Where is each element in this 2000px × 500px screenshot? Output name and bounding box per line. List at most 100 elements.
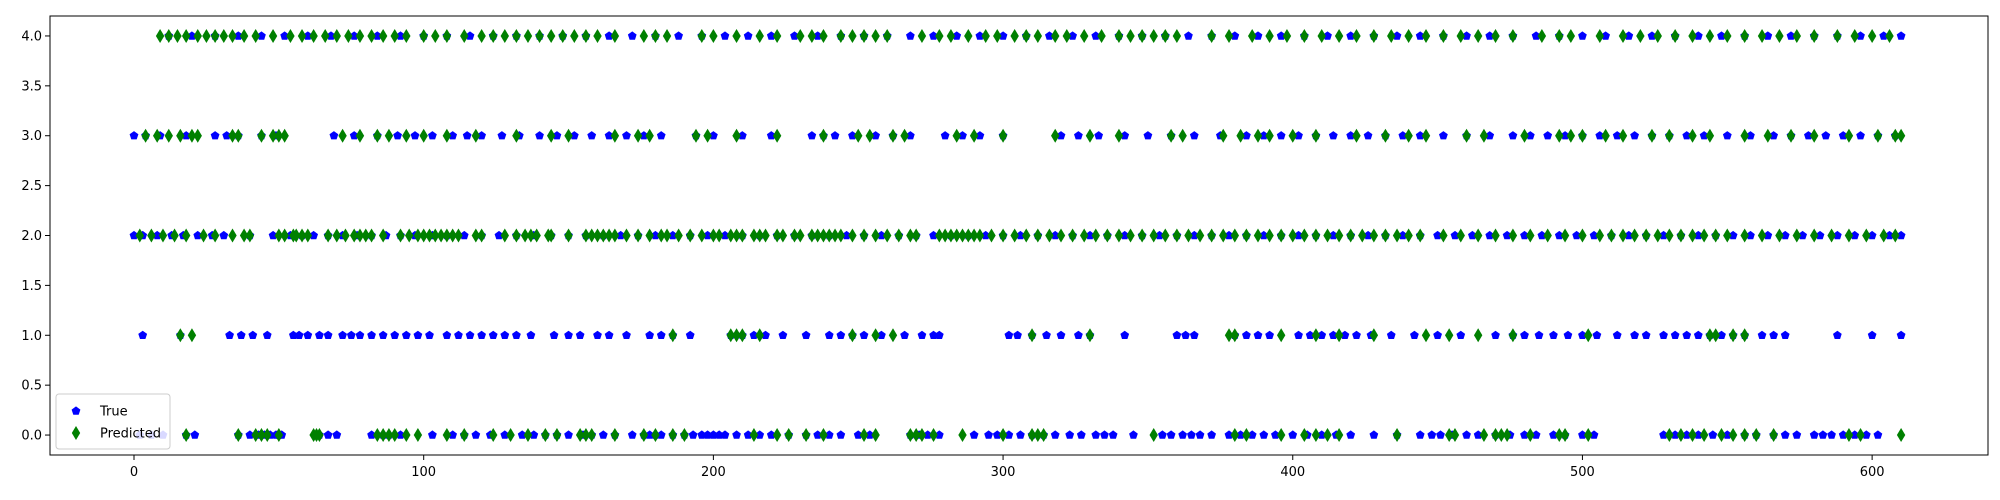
true-point <box>1392 31 1402 40</box>
true-point <box>935 430 944 439</box>
predicted-point <box>894 228 903 243</box>
predicted-point <box>1288 128 1297 143</box>
true-point <box>593 330 602 339</box>
true-point <box>688 430 698 439</box>
predicted-point <box>512 28 521 43</box>
predicted-point <box>882 228 892 243</box>
predicted-point <box>564 128 573 143</box>
true-point <box>1462 31 1471 40</box>
predicted-point <box>1473 328 1483 343</box>
true-point <box>616 230 626 240</box>
predicted-point <box>807 228 817 243</box>
predicted-point <box>1404 28 1413 43</box>
predicted-point <box>1114 128 1124 143</box>
predicted-point <box>419 28 428 43</box>
predicted-point <box>367 228 376 243</box>
true-point <box>958 131 967 140</box>
predicted-point <box>865 128 875 143</box>
predicted-point <box>987 228 996 243</box>
predicted-point <box>593 28 602 43</box>
predicted-point <box>1566 128 1576 143</box>
predicted-point <box>1740 128 1749 143</box>
true-point <box>1427 430 1437 439</box>
true-point <box>1189 330 1199 339</box>
true-point <box>1276 131 1286 140</box>
true-point <box>1520 230 1529 240</box>
predicted-point <box>714 228 724 243</box>
predicted-point <box>755 328 764 343</box>
predicted-point <box>338 128 347 143</box>
predicted-point <box>1247 28 1257 43</box>
true-point <box>929 230 938 240</box>
predicted-point <box>1172 228 1182 243</box>
true-point <box>813 31 822 40</box>
true-point <box>497 131 507 140</box>
predicted-point <box>1688 28 1697 43</box>
predicted-point <box>1317 28 1326 43</box>
predicted-point <box>1334 228 1344 243</box>
true-point <box>410 131 420 140</box>
predicted-point <box>1844 228 1854 243</box>
true-point <box>517 430 527 439</box>
predicted-point <box>952 128 961 143</box>
predicted-point <box>1543 228 1552 243</box>
predicted-point <box>378 28 388 43</box>
predicted-point <box>1636 28 1645 43</box>
true-point <box>1728 230 1738 240</box>
predicted-point <box>633 128 643 143</box>
predicted-point <box>1526 228 1535 243</box>
predicted-point <box>532 228 541 243</box>
x-tick-label: 100 <box>411 465 436 480</box>
true-point <box>1189 131 1199 140</box>
predicted-point <box>940 228 950 243</box>
true-point <box>1549 330 1558 339</box>
predicted-point <box>674 228 683 243</box>
true-point <box>685 330 695 339</box>
predicted-point <box>526 228 536 243</box>
predicted-point <box>917 428 927 443</box>
predicted-point <box>848 28 857 43</box>
true-point <box>1456 330 1466 339</box>
true-point <box>1659 230 1668 240</box>
true-point <box>1317 330 1327 339</box>
true-point <box>1065 430 1075 439</box>
true-point <box>1896 330 1906 339</box>
predicted-point <box>1022 228 1031 243</box>
predicted-point <box>1896 128 1906 143</box>
predicted-point <box>355 228 365 243</box>
predicted-point <box>489 428 498 443</box>
predicted-point <box>1068 228 1077 243</box>
predicted-point <box>1723 28 1732 43</box>
true-point <box>1294 230 1303 240</box>
true-point <box>1485 31 1495 40</box>
predicted-point <box>1809 28 1819 43</box>
true-point <box>929 330 938 339</box>
predicted-point <box>917 28 927 43</box>
predicted-point <box>570 28 579 43</box>
true-point <box>1253 330 1263 339</box>
predicted-point <box>173 28 182 43</box>
true-point <box>929 31 938 40</box>
true-point <box>1708 430 1718 439</box>
true-point <box>1433 230 1442 240</box>
true-point <box>1074 330 1083 339</box>
predicted-point <box>1300 428 1309 443</box>
predicted-point <box>906 428 915 443</box>
predicted-point <box>1114 28 1124 43</box>
predicted-point <box>1584 328 1593 343</box>
predicted-point <box>413 428 423 443</box>
true-point <box>346 330 356 339</box>
predicted-point <box>1792 28 1802 43</box>
true-point <box>471 430 481 439</box>
x-tick-label: 200 <box>701 465 726 480</box>
true-point <box>1780 230 1790 240</box>
true-point <box>766 131 776 140</box>
predicted-point <box>1114 228 1124 243</box>
predicted-point <box>1022 28 1031 43</box>
predicted-point <box>257 428 266 443</box>
true-point <box>1560 131 1570 140</box>
true-point <box>853 430 863 439</box>
true-point <box>709 131 718 140</box>
true-point <box>549 330 559 339</box>
true-point <box>984 430 993 439</box>
